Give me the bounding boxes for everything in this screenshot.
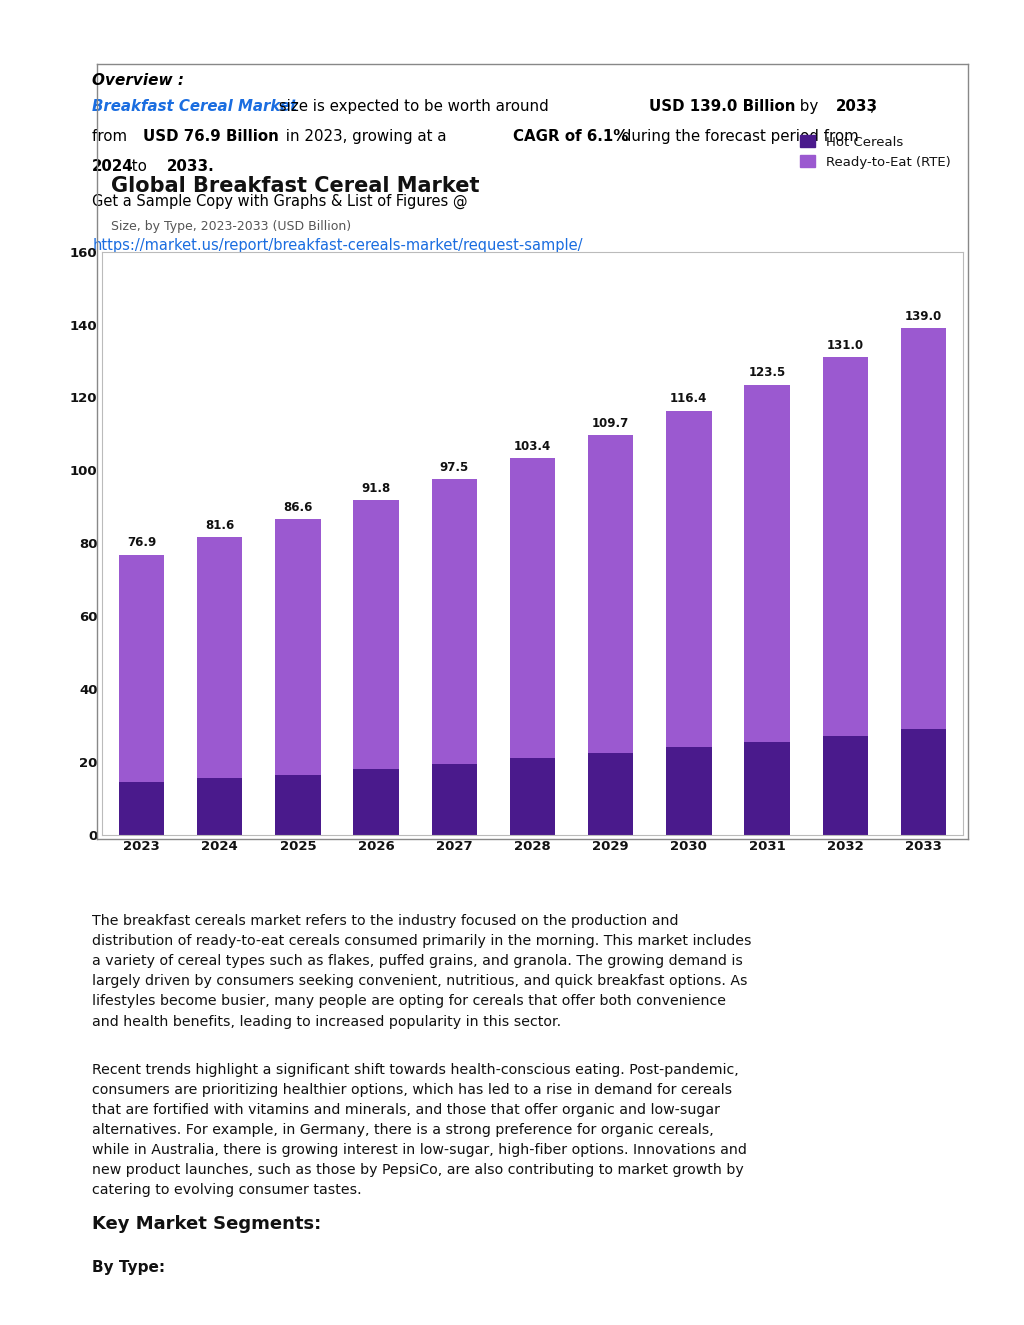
Bar <box>197 538 243 778</box>
Bar <box>353 501 398 768</box>
Bar <box>197 778 243 835</box>
Text: in 2023, growing at a: in 2023, growing at a <box>281 129 451 144</box>
Bar <box>588 753 634 835</box>
Text: 91.8: 91.8 <box>361 482 391 494</box>
Text: USD 76.9 Billion: USD 76.9 Billion <box>142 129 279 144</box>
Text: The Market will Grow: The Market will Grow <box>115 855 256 868</box>
Bar <box>667 747 712 835</box>
Bar <box>510 458 555 758</box>
Text: CAGR of 6.1%: CAGR of 6.1% <box>513 129 629 144</box>
Text: size is expected to be worth around: size is expected to be worth around <box>274 99 554 114</box>
Text: 116.4: 116.4 <box>670 392 708 405</box>
Text: from: from <box>92 129 132 144</box>
Bar <box>431 480 477 763</box>
Text: Get a Sample Copy with Graphs & List of Figures @: Get a Sample Copy with Graphs & List of … <box>92 193 468 209</box>
Text: https://market.us/report/breakfast-cereals-market/request-sample/: https://market.us/report/breakfast-cerea… <box>92 238 583 253</box>
Text: 86.6: 86.6 <box>284 501 312 514</box>
Bar <box>275 775 321 835</box>
Text: Recent trends highlight a significant shift towards health-conscious eating. Pos: Recent trends highlight a significant sh… <box>92 1063 748 1196</box>
Bar <box>119 555 164 782</box>
Text: 123.5: 123.5 <box>749 366 785 379</box>
Text: 97.5: 97.5 <box>439 461 469 474</box>
Bar <box>744 742 790 835</box>
Bar <box>901 329 946 729</box>
Bar <box>744 384 790 742</box>
Text: market.us: market.us <box>863 860 934 873</box>
Bar <box>431 763 477 835</box>
Bar <box>822 737 868 835</box>
Text: 103.4: 103.4 <box>514 440 551 453</box>
Bar <box>353 768 398 835</box>
Bar <box>822 358 868 737</box>
Text: 81.6: 81.6 <box>205 519 234 531</box>
Text: At the CAGR of:: At the CAGR of: <box>115 884 219 897</box>
Text: to: to <box>127 159 152 174</box>
Text: The Forecasted Market: The Forecasted Market <box>445 855 598 868</box>
Text: USD 139.0 Billion: USD 139.0 Billion <box>649 99 796 114</box>
Text: during the forecast period from: during the forecast period from <box>616 129 858 144</box>
Text: Overview :: Overview : <box>92 73 184 87</box>
Bar <box>119 782 164 835</box>
Text: By Type:: By Type: <box>92 1260 165 1275</box>
Text: Size, by Type, 2023-2033 (USD Billion): Size, by Type, 2023-2033 (USD Billion) <box>111 220 351 233</box>
Text: Key Market Segments:: Key Market Segments: <box>92 1215 322 1234</box>
Bar <box>588 435 634 753</box>
Text: 76.9: 76.9 <box>127 537 156 549</box>
Text: Global Breakfast Cereal Market: Global Breakfast Cereal Market <box>111 176 479 196</box>
Text: 6.1%: 6.1% <box>289 852 366 881</box>
Bar <box>667 411 712 747</box>
Text: Breakfast Cereal Market: Breakfast Cereal Market <box>92 99 297 114</box>
Bar <box>510 758 555 835</box>
Text: The breakfast cereals market refers to the industry focused on the production an: The breakfast cereals market refers to t… <box>92 914 752 1028</box>
Bar <box>275 519 321 775</box>
Text: 139.0: 139.0 <box>905 310 942 323</box>
Text: 2033.: 2033. <box>167 159 215 174</box>
Text: by: by <box>796 99 823 114</box>
Legend: Hot Cereals, Ready-to-Eat (RTE): Hot Cereals, Ready-to-Eat (RTE) <box>795 130 956 174</box>
Text: ,: , <box>870 99 876 114</box>
Text: 131.0: 131.0 <box>826 339 864 352</box>
Text: $139.0 Bn: $139.0 Bn <box>645 855 787 878</box>
Text: 2033: 2033 <box>836 99 878 114</box>
Text: 2024: 2024 <box>92 159 134 174</box>
Text: Size for 2033 in USD:: Size for 2033 in USD: <box>445 884 586 897</box>
Text: 109.7: 109.7 <box>592 416 630 429</box>
Bar <box>901 729 946 835</box>
